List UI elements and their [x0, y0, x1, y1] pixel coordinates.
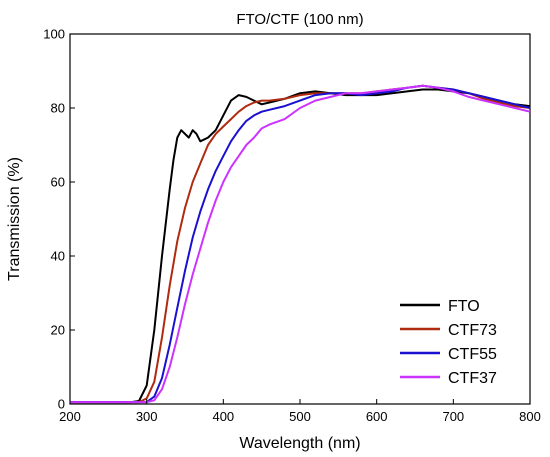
x-axis-title: Wavelength (nm) [239, 435, 360, 452]
x-tick-label: 400 [212, 409, 234, 424]
x-tick-label: 700 [442, 409, 464, 424]
legend-label-fto: FTO [448, 298, 480, 315]
y-tick-label: 0 [58, 397, 65, 412]
y-tick-label: 60 [51, 175, 65, 190]
x-tick-label: 800 [519, 409, 541, 424]
x-tick-label: 300 [136, 409, 158, 424]
legend-label-ctf37: CTF37 [448, 370, 497, 387]
series-line-fto [70, 88, 531, 404]
legend-label-ctf73: CTF73 [448, 322, 497, 339]
y-tick-label: 40 [51, 249, 65, 264]
series-layer [70, 84, 531, 404]
x-axis: 200 300 400 500 600 700 800 [59, 399, 541, 424]
y-axis-title: Transmission (%) [6, 157, 23, 281]
y-tick-label: 20 [51, 323, 65, 338]
y-tick-label: 80 [51, 101, 65, 116]
legend: FTO CTF73 CTF55 CTF37 [400, 298, 497, 387]
x-tick-label: 200 [59, 409, 81, 424]
legend-label-ctf55: CTF55 [448, 346, 497, 363]
series-line-ctf37 [70, 84, 531, 404]
x-tick-label: 600 [366, 409, 388, 424]
chart-title: FTO/CTF (100 nm) [236, 11, 363, 28]
y-tick-label: 100 [43, 27, 65, 42]
y-axis: 0 20 40 60 80 100 [43, 27, 75, 412]
x-tick-label: 500 [289, 409, 311, 424]
